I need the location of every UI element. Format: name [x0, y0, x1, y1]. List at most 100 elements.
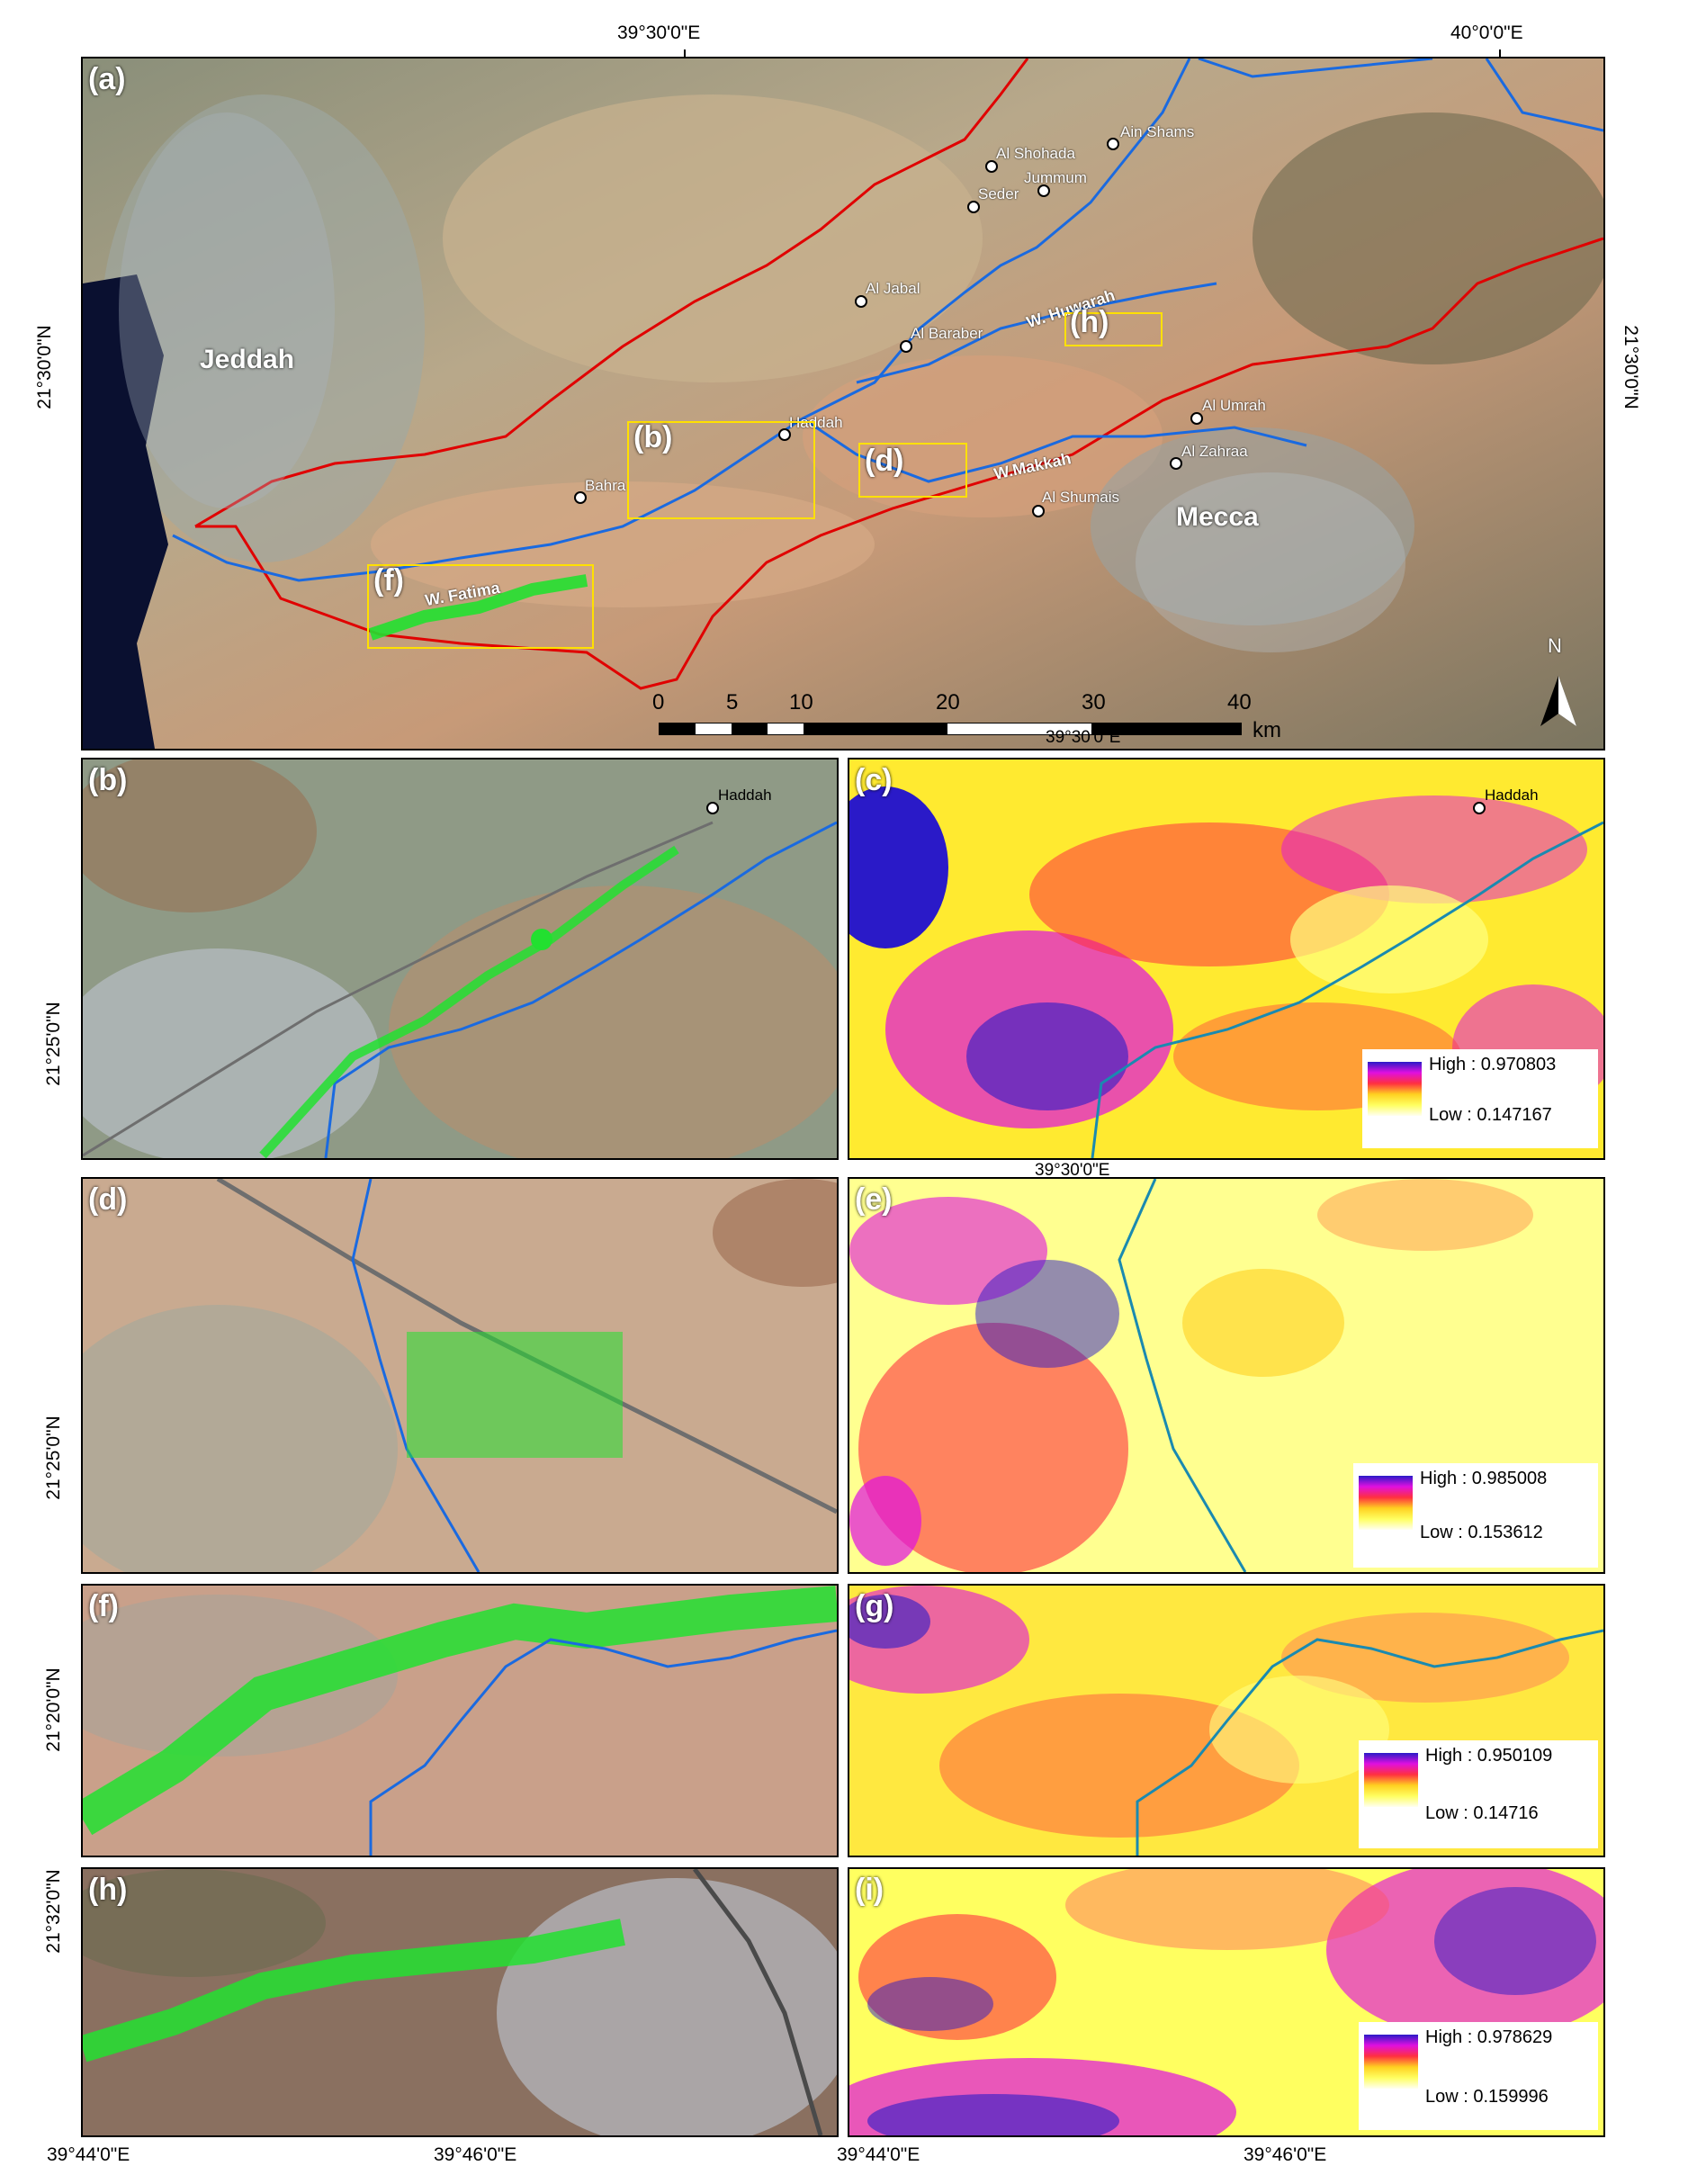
study-box-f: [367, 564, 594, 649]
panel-h-lat: 21°32'0"N: [43, 1869, 64, 1954]
place-marker-haddah: [1473, 802, 1486, 814]
scale-tick-0: 0: [652, 690, 665, 715]
color-ramp: [1359, 1476, 1413, 1530]
place-marker-haddah: [706, 802, 719, 814]
tick: [1499, 49, 1501, 60]
tick: [684, 49, 686, 60]
scale-tick-10: 10: [789, 690, 813, 715]
place-marker-al-jabal: [855, 295, 867, 308]
panel-h-image: [83, 1869, 837, 2135]
panel-h-map: (h): [81, 1867, 839, 2137]
scale-tick-5: 5: [726, 690, 739, 715]
panel-a-lat-right: 21°30'0"N: [1621, 325, 1641, 409]
panel-g-image: [849, 1586, 1603, 1856]
place-marker-al-shohada: [985, 160, 998, 173]
color-ramp: [1364, 1753, 1418, 1807]
panel-f-image: [83, 1586, 837, 1856]
panel-e-map: (e) High : 0.985008 Low : 0.153612: [848, 1177, 1605, 1574]
panel-h-label: (h): [88, 1873, 128, 1907]
legend-g: High : 0.950109 Low : 0.14716: [1359, 1740, 1598, 1848]
panel-d-image: [83, 1179, 837, 1572]
place-label-haddah: Haddah: [1485, 786, 1539, 804]
place-marker-al-shumais: [1032, 505, 1045, 517]
scale-tick-20: 20: [936, 690, 960, 715]
study-box-b: [627, 421, 815, 519]
city-label-jeddah: Jeddah: [200, 345, 295, 374]
panel-b-label: (b): [88, 763, 128, 797]
panel-i-map: (i) High : 0.978629 Low : 0.159996: [848, 1867, 1605, 2137]
panel-d-lat: 21°25'0"N: [43, 1416, 64, 1500]
scale-bar: [659, 723, 1242, 735]
city-label-mecca: Mecca: [1176, 502, 1259, 532]
legend-high: High : 0.978629: [1425, 2027, 1553, 2047]
legend-low: Low : 0.153612: [1420, 1523, 1543, 1542]
panel-e-label: (e): [855, 1182, 893, 1217]
panel-g-label: (g): [855, 1589, 894, 1623]
place-marker-ain-shams: [1107, 138, 1119, 150]
panel-e-image: [849, 1179, 1603, 1572]
color-ramp: [1368, 1062, 1422, 1116]
place-label-al-zahraa: Al Zahraa: [1181, 443, 1248, 460]
panel-c-label: (c): [855, 763, 893, 797]
place-label-al-shohada: Al Shohada: [996, 145, 1075, 162]
study-box-label-f: (f): [373, 563, 404, 598]
place-label-jummum: Jummum: [1024, 169, 1087, 186]
legend-low: Low : 0.14716: [1425, 1803, 1539, 1823]
study-box-label-d: (d): [865, 444, 904, 478]
place-label-seder: Seder: [978, 185, 1019, 202]
color-ramp: [1364, 2035, 1418, 2089]
panel-f-label: (f): [88, 1589, 119, 1623]
bottom-lon-label-1: 39°44'0"E: [47, 2144, 130, 2165]
place-label-al-shumais: Al Shumais: [1042, 489, 1119, 506]
panel-a-lat-left: 21°30'0"N: [34, 325, 55, 409]
legend-i: High : 0.978629 Low : 0.159996: [1359, 2022, 1598, 2130]
scale-unit: km: [1253, 718, 1281, 742]
place-marker-jummum: [1037, 184, 1050, 197]
legend-high: High : 0.970803: [1429, 1055, 1557, 1074]
study-box-label-h: (h): [1070, 305, 1109, 339]
place-label-al-umrah: Al Umrah: [1202, 397, 1266, 414]
place-marker-al-zahraa: [1170, 457, 1182, 470]
panel-b-map: (b) Haddah: [81, 758, 839, 1160]
scale-tick-30: 30: [1082, 690, 1106, 715]
top-lon-label-1: 39°30'0"E: [617, 22, 701, 43]
bottom-lon-label-4: 39°46'0"E: [1244, 2144, 1327, 2165]
panel-d-map: (d): [81, 1177, 839, 1574]
place-marker-bahra: [574, 491, 587, 504]
legend-c: High : 0.970803 Low : 0.147167: [1362, 1049, 1598, 1148]
north-arrow-icon: [1540, 676, 1576, 726]
place-marker-al-baraber: [900, 340, 912, 353]
place-marker-al-umrah: [1190, 412, 1203, 425]
top-lon-label-2: 40°0'0"E: [1450, 22, 1523, 43]
legend-e: High : 0.985008 Low : 0.153612: [1353, 1463, 1598, 1568]
panel-c-map: (c) Haddah High : 0.970803 Low : 0.14716…: [848, 758, 1605, 1160]
panel-i-label: (i): [855, 1873, 884, 1907]
legend-low: Low : 0.147167: [1429, 1105, 1552, 1125]
panel-d-label: (d): [88, 1182, 128, 1217]
place-label-al-baraber: Al Baraber: [911, 325, 983, 342]
panel-c-bottom-lon: 39°30'0"E: [1035, 1161, 1110, 1180]
bottom-lon-label-3: 39°44'0"E: [837, 2144, 920, 2165]
legend-high: High : 0.950109: [1425, 1746, 1553, 1766]
panel-a-bottom-lon: 39°30'0"E: [1046, 728, 1121, 747]
bottom-lon-label-2: 39°46'0"E: [434, 2144, 517, 2165]
place-label-bahra: Bahra: [585, 477, 626, 494]
study-box-label-b: (b): [633, 420, 673, 454]
panel-a-label: (a): [88, 62, 126, 96]
place-label-al-jabal: Al Jabal: [866, 280, 920, 297]
place-label-haddah: Haddah: [789, 414, 843, 431]
place-marker-seder: [967, 201, 980, 213]
panel-f-map: (f): [81, 1584, 839, 1857]
panel-b-lat: 21°25'0"N: [43, 1002, 64, 1086]
legend-high: High : 0.985008: [1420, 1469, 1548, 1488]
place-label-haddah: Haddah: [718, 786, 772, 804]
legend-low: Low : 0.159996: [1425, 2087, 1549, 2107]
place-marker-haddah: [778, 428, 791, 441]
study-box-h: [1064, 312, 1163, 346]
panel-a-map: (a) Jeddah Mecca Ain Shams Al Shohada Ju…: [81, 57, 1605, 750]
panel-g-map: (g) High : 0.950109 Low : 0.14716: [848, 1584, 1605, 1857]
panel-a-image: [83, 58, 1603, 749]
panel-f-lat: 21°20'0"N: [43, 1667, 64, 1752]
panel-b-image: [83, 759, 837, 1158]
north-label: N: [1548, 634, 1562, 657]
